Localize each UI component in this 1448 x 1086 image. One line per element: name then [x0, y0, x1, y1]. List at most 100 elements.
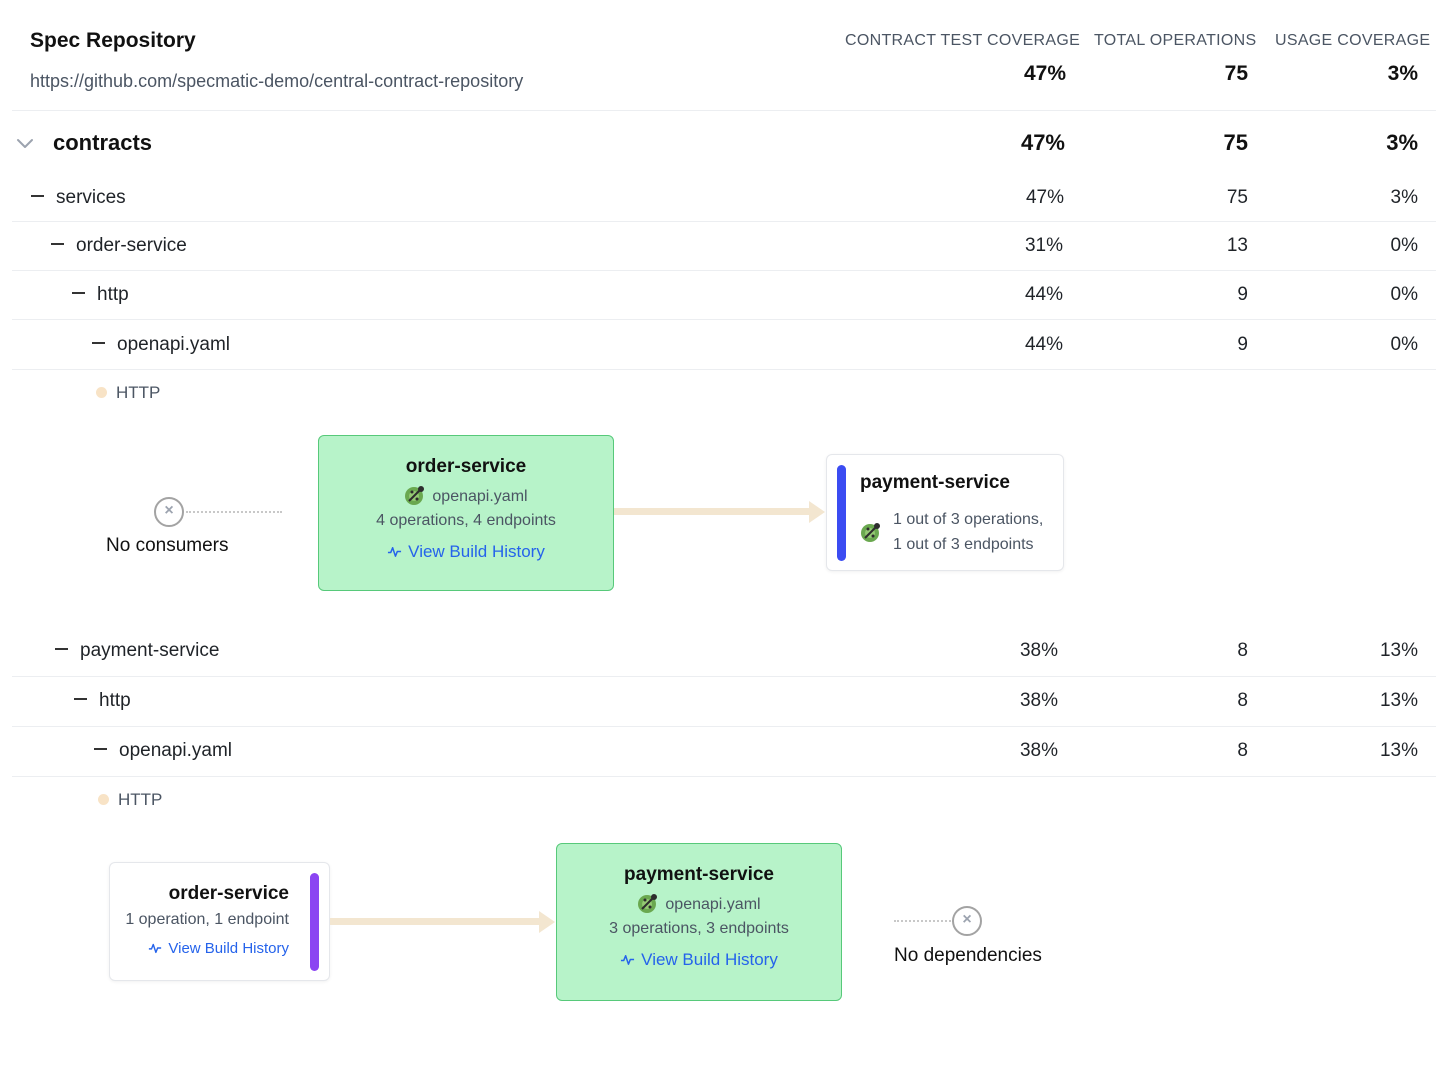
tree-row-label: openapi.yaml — [119, 740, 233, 761]
protocol-tag: HTTP — [96, 383, 160, 403]
minus-icon[interactable] — [92, 341, 105, 344]
coverage-bar — [310, 873, 319, 971]
tree-row-label: services — [56, 187, 126, 208]
order-service-usage-coverage: 0% — [1390, 235, 1418, 256]
openapi-icon — [638, 894, 658, 913]
x-circle-icon: × — [154, 497, 184, 527]
repo-url[interactable]: https://github.com/specmatic-demo/centra… — [30, 71, 524, 91]
connector-line — [186, 511, 282, 513]
col-header-total-operations[interactable]: TOTAL OPERATIONS — [1094, 32, 1257, 49]
contracts-usage-coverage: 3% — [1386, 130, 1418, 155]
no-dependencies-caption: No dependencies — [894, 945, 1042, 966]
x-circle-icon: × — [952, 906, 982, 936]
minus-icon[interactable] — [31, 194, 44, 197]
total-operations: 75 — [1224, 62, 1248, 85]
divider — [12, 776, 1436, 777]
order-service-node[interactable]: order-service openapi.yaml 4 operations,… — [318, 435, 614, 591]
link-label: View Build History — [168, 940, 289, 957]
node-ops-line2: 1 out of 3 endpoints — [893, 536, 1034, 553]
tree-row-services[interactable]: services — [31, 187, 126, 209]
coverage-bar — [837, 465, 846, 561]
order-service-consumer-node[interactable]: order-service 1 operation, 1 endpoint Vi… — [109, 862, 330, 981]
services-total-operations: 75 — [1226, 187, 1248, 208]
protocol-label: HTTP — [116, 383, 161, 402]
minus-icon[interactable] — [94, 747, 107, 750]
link-label: View Build History — [641, 950, 778, 969]
activity-icon — [149, 943, 162, 954]
node-title: order-service — [405, 456, 527, 477]
tree-row-http[interactable]: http — [72, 284, 129, 306]
status-dot — [98, 794, 109, 806]
node-title: payment-service — [624, 864, 774, 885]
total-usage-coverage: 3% — [1387, 62, 1418, 85]
http-total-operations: 8 — [1237, 690, 1248, 711]
node-file-name: openapi.yaml — [665, 896, 761, 914]
http-usage-coverage: 13% — [1379, 690, 1418, 711]
node-ops-line1: 1 out of 3 operations, — [893, 511, 1044, 528]
tree-row-openapi-yaml[interactable]: openapi.yaml — [94, 740, 232, 762]
divider — [12, 319, 1436, 320]
contracts-contract-coverage: 47% — [1020, 130, 1065, 155]
status-dot — [96, 387, 107, 399]
repo-title: Spec Repository — [30, 29, 196, 52]
node-title: payment-service — [860, 472, 1010, 493]
tree-row-label: http — [97, 284, 129, 305]
tree-row-label: payment-service — [80, 640, 220, 661]
minus-icon[interactable] — [74, 697, 87, 700]
protocol-label: HTTP — [118, 790, 163, 809]
services-contract-coverage: 47% — [1025, 187, 1064, 208]
payment-service-dependency-node[interactable]: payment-service 1 out of 3 operations, 1… — [826, 454, 1064, 571]
no-consumers-caption: No consumers — [106, 535, 229, 556]
http-total-operations: 9 — [1237, 284, 1248, 305]
payment-service-contract-coverage: 38% — [1019, 640, 1058, 661]
divider — [12, 726, 1436, 727]
openapi-total-operations: 8 — [1237, 740, 1248, 761]
node-ops: 3 operations, 3 endpoints — [609, 920, 789, 937]
services-usage-coverage: 3% — [1390, 187, 1418, 208]
openapi-contract-coverage: 38% — [1019, 740, 1058, 761]
openapi-icon — [405, 486, 425, 505]
order-service-contract-coverage: 31% — [1024, 235, 1063, 256]
payment-service-node[interactable]: payment-service openapi.yaml 3 operation… — [556, 843, 842, 1001]
node-ops: 1 operation, 1 endpoint — [125, 911, 289, 928]
node-file: openapi.yaml — [319, 486, 613, 508]
activity-icon — [388, 547, 402, 557]
protocol-tag: HTTP — [98, 790, 162, 810]
node-file-name: openapi.yaml — [432, 488, 528, 506]
node-file: openapi.yaml — [557, 894, 841, 916]
col-header-contract-coverage[interactable]: CONTRACT TEST COVERAGE — [845, 32, 1081, 49]
node-title: order-service — [168, 883, 289, 904]
link-label: View Build History — [408, 542, 545, 561]
openapi-contract-coverage: 44% — [1024, 334, 1063, 355]
tree-row-http[interactable]: http — [74, 690, 131, 712]
minus-icon[interactable] — [72, 291, 85, 294]
view-build-history-link[interactable]: View Build History — [148, 940, 289, 957]
divider — [12, 270, 1436, 271]
arrow-head — [539, 911, 555, 933]
minus-icon[interactable] — [55, 647, 68, 650]
total-contract-coverage: 47% — [1023, 62, 1066, 85]
payment-service-usage-coverage: 13% — [1379, 640, 1418, 661]
openapi-usage-coverage: 0% — [1390, 334, 1418, 355]
http-contract-coverage: 38% — [1019, 690, 1058, 711]
col-header-usage-coverage[interactable]: USAGE COVERAGE — [1275, 32, 1431, 49]
tree-row-order-service[interactable]: order-service — [51, 235, 187, 257]
openapi-icon — [861, 523, 880, 542]
view-build-history-link[interactable]: View Build History — [319, 542, 613, 562]
tree-row-payment-service[interactable]: payment-service — [55, 640, 219, 662]
view-build-history-link[interactable]: View Build History — [557, 950, 841, 970]
divider — [12, 221, 1436, 222]
chevron-down-icon[interactable] — [16, 134, 34, 152]
consumer-arrow — [330, 918, 540, 925]
tree-row-contracts[interactable]: contracts — [53, 130, 153, 155]
activity-icon — [621, 955, 635, 965]
contracts-total-operations: 75 — [1223, 130, 1248, 155]
connector-line — [894, 920, 954, 922]
http-usage-coverage: 0% — [1390, 284, 1418, 305]
dependency-arrow — [614, 508, 810, 515]
tree-row-openapi-yaml[interactable]: openapi.yaml — [92, 334, 230, 356]
openapi-usage-coverage: 13% — [1379, 740, 1418, 761]
openapi-total-operations: 9 — [1237, 334, 1248, 355]
minus-icon[interactable] — [51, 242, 64, 245]
tree-row-label: http — [99, 690, 131, 711]
